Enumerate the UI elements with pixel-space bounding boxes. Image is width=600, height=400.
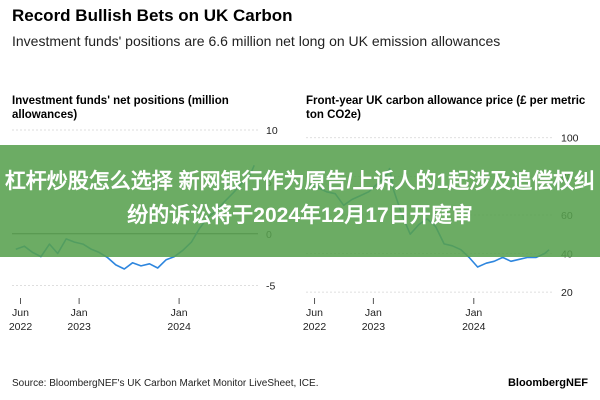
left-panel-title: Investment funds' net positions (million…: [12, 95, 229, 121]
x-tick-label: Jun: [12, 307, 29, 319]
chart-title: Record Bullish Bets on UK Carbon: [12, 6, 293, 25]
promo-overlay-banner: 杠杆炒股怎么选择 新网银行作为原告/上诉人的1起涉及追偿权纠纷的诉讼将于2024…: [0, 145, 600, 257]
x-tick-label: Jan: [171, 307, 188, 319]
x-tick-label: Jan: [365, 307, 382, 319]
x-tick-year: 2024: [462, 321, 486, 333]
x-tick-label: Jan: [71, 307, 88, 319]
brand-logo: BloombergNEF: [507, 377, 588, 389]
y-tick-label: 20: [561, 287, 573, 299]
overlay-text: 杠杆炒股怎么选择 新网银行作为原告/上诉人的1起涉及追偿权纠纷的诉讼将于2024…: [4, 170, 596, 227]
y-tick-label: 10: [266, 125, 278, 137]
x-tick-year: 2022: [303, 321, 327, 333]
x-tick-label: Jun: [306, 307, 323, 319]
x-tick-year: 2024: [167, 321, 191, 333]
x-tick-year: 2023: [67, 321, 91, 333]
x-tick-year: 2023: [362, 321, 386, 333]
chart-subtitle: Investment funds' positions are 6.6 mill…: [12, 33, 501, 49]
y-tick-label: -5: [266, 281, 275, 293]
x-tick-label: Jan: [465, 307, 482, 319]
right-panel-title: Front-year UK carbon allowance price (£ …: [306, 95, 586, 121]
x-tick-year: 2022: [9, 321, 33, 333]
y-tick-label: 100: [561, 133, 579, 145]
source-note: Source: BloombergNEF's UK Carbon Market …: [12, 378, 319, 389]
